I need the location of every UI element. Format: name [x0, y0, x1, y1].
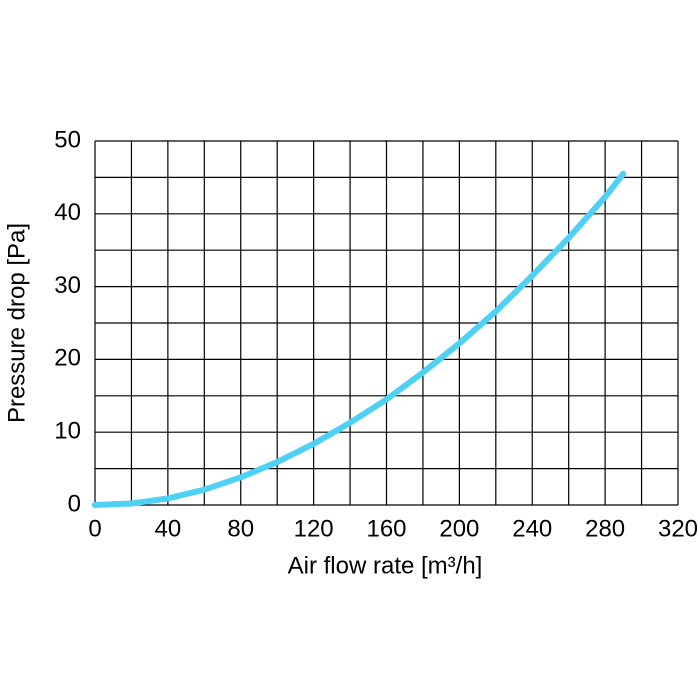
- x-tick-label: 280: [585, 515, 625, 542]
- data-line: [92, 170, 627, 508]
- y-tick-label: 30: [54, 272, 81, 299]
- x-tick-label: 160: [366, 515, 406, 542]
- x-tick-label: 200: [439, 515, 479, 542]
- y-tick-label: 0: [68, 490, 81, 517]
- x-tick-label: 0: [88, 515, 101, 542]
- x-tick-label: 240: [512, 515, 552, 542]
- x-tick-label: 320: [658, 515, 698, 542]
- x-tick-label: 120: [294, 515, 334, 542]
- x-tick-label: 40: [155, 515, 182, 542]
- y-tick-label: 20: [54, 345, 81, 372]
- y-tick-label: 40: [54, 199, 81, 226]
- y-tick-label: 10: [54, 418, 81, 445]
- y-tick-label: 50: [54, 126, 81, 153]
- x-tick-label: 80: [227, 515, 254, 542]
- y-axis-label: Pressure drop [Pa]: [3, 223, 30, 423]
- x-axis-label: Air flow rate [m³/h]: [288, 552, 483, 579]
